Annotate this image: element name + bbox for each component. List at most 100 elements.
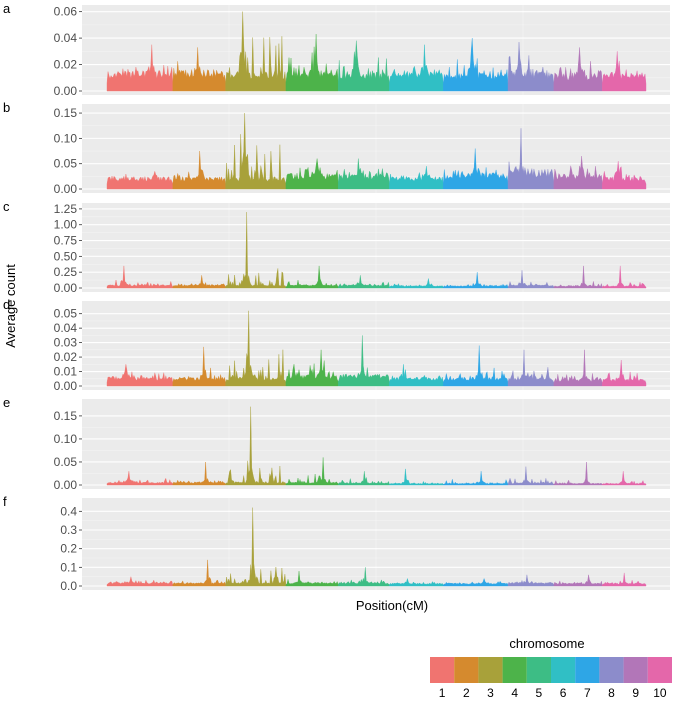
panels: 0.000.020.040.06a0.000.050.100.15b0.000.…	[3, 1, 670, 593]
series-chromosome-7	[443, 577, 509, 587]
legend-label-10: 10	[653, 686, 667, 700]
legend-label-9: 9	[632, 686, 639, 700]
series-chromosome-8	[507, 466, 554, 486]
series-chromosome-3	[225, 507, 287, 587]
series-chromosome-1	[106, 364, 173, 387]
legend-label-4: 4	[511, 686, 518, 700]
y-tick-label: 0.00	[54, 84, 78, 98]
y-tick-label: 0.15	[54, 106, 78, 120]
y-tick-label: 1.00	[54, 218, 78, 232]
series-chromosome-10	[602, 265, 647, 289]
y-tick-label: 0.00	[54, 281, 78, 295]
series-chromosome-7	[443, 345, 509, 387]
series-chromosome-1	[106, 44, 173, 92]
y-tick-label: 0.00	[54, 379, 78, 393]
panel-label: a	[3, 1, 11, 16]
series-chromosome-9	[553, 461, 603, 486]
legend-label-7: 7	[584, 686, 591, 700]
legend-swatch-2	[454, 657, 479, 683]
legend-label-8: 8	[608, 686, 615, 700]
y-tick-label: 0.2	[60, 542, 77, 556]
y-tick-label: 0.04	[54, 321, 78, 335]
series-chromosome-4	[285, 349, 339, 387]
series-chromosome-6	[389, 166, 444, 190]
panel-label: b	[3, 100, 10, 115]
panel-c: 0.00 0.25 0.500.75 1.00 1.25 c	[3, 199, 670, 295]
panel-label: d	[3, 297, 10, 312]
legend-label-3: 3	[487, 686, 494, 700]
series-chromosome-10	[602, 471, 647, 486]
legend-swatch-5	[526, 657, 551, 683]
series-chromosome-5	[338, 567, 390, 587]
series-chromosome-10	[602, 359, 647, 387]
series-chromosome-2	[172, 346, 226, 387]
series-chromosome-5	[338, 158, 390, 190]
series-chromosome-5	[338, 335, 390, 387]
series-chromosome-3	[225, 11, 287, 92]
legend-label-1: 1	[439, 686, 446, 700]
series-chromosome-2	[172, 461, 226, 486]
series-chromosome-6	[389, 44, 444, 92]
y-tick-label: 0.04	[54, 31, 78, 45]
series-chromosome-4	[285, 457, 339, 486]
series-chromosome-1	[106, 471, 173, 486]
series-chromosome-7	[443, 272, 509, 289]
y-tick-label: 0.06	[54, 5, 78, 19]
series-chromosome-1	[106, 170, 173, 190]
series-chromosome-10	[602, 51, 647, 92]
series-chromosome-2	[172, 275, 226, 289]
x-axis-title: Position(cM)	[356, 598, 428, 613]
legend-label-2: 2	[463, 686, 470, 700]
series-chromosome-7	[443, 38, 509, 92]
y-tick-label: 0.4	[60, 504, 77, 518]
series-chromosome-2	[172, 47, 226, 92]
series-chromosome-7	[443, 471, 509, 486]
series-chromosome-6	[389, 278, 444, 289]
legend-swatch-1	[430, 657, 455, 683]
y-tick-label: 0.02	[54, 350, 78, 364]
series-chromosome-10	[602, 161, 647, 190]
y-tick-label: 0.03	[54, 336, 78, 350]
legend-label-5: 5	[536, 686, 543, 700]
y-tick-label: 1.25	[54, 202, 78, 216]
panel-f: 0.0 0.1 0.2 0.3 0.4 f	[3, 494, 670, 593]
series-chromosome-3	[225, 406, 287, 486]
panel-e: 0.00 0.05 0.10 0.15 e	[3, 395, 670, 492]
y-tick-label: 0.00	[54, 182, 78, 196]
y-tick-label: 0.05	[54, 307, 78, 321]
series-chromosome-5	[338, 275, 390, 289]
y-tick-label: 0.3	[60, 523, 77, 537]
series-chromosome-4	[285, 571, 339, 587]
y-tick-label: 0.10	[54, 432, 78, 446]
series-chromosome-8	[507, 349, 554, 387]
panel-label: e	[3, 395, 10, 410]
y-tick-label: 0.25	[54, 265, 78, 279]
y-tick-label: 0.00	[54, 478, 78, 492]
series-chromosome-3	[225, 113, 287, 190]
y-tick-label: 0.50	[54, 249, 78, 263]
y-tick-label: 0.01	[54, 365, 78, 379]
legend-label-6: 6	[560, 686, 567, 700]
panel-d: 0.000.010.020.030.040.05 d	[3, 297, 670, 393]
series-chromosome-10	[602, 572, 647, 587]
series-chromosome-5	[338, 40, 390, 92]
panel-b: 0.00 0.05 0.10 0.15 b	[3, 100, 670, 196]
series-chromosome-9	[553, 47, 603, 92]
legend-keys: 1 2 3 4 5 6 7 8 9 10	[430, 657, 672, 700]
panel-label: f	[3, 494, 7, 509]
y-tick-label: 0.75	[54, 234, 78, 248]
legend-swatch-3	[478, 657, 503, 683]
legend-swatch-4	[502, 657, 527, 683]
legend-swatch-8	[599, 657, 624, 683]
series-chromosome-4	[285, 265, 339, 289]
series-chromosome-8	[507, 128, 554, 190]
series-chromosome-8	[507, 42, 554, 92]
series-chromosome-6	[389, 364, 444, 387]
series-chromosome-4	[285, 158, 339, 190]
series-chromosome-2	[172, 559, 226, 587]
series-chromosome-9	[553, 349, 603, 387]
legend-swatch-7	[575, 657, 600, 683]
panel-label: c	[3, 199, 10, 214]
series-chromosome-1	[106, 265, 173, 289]
